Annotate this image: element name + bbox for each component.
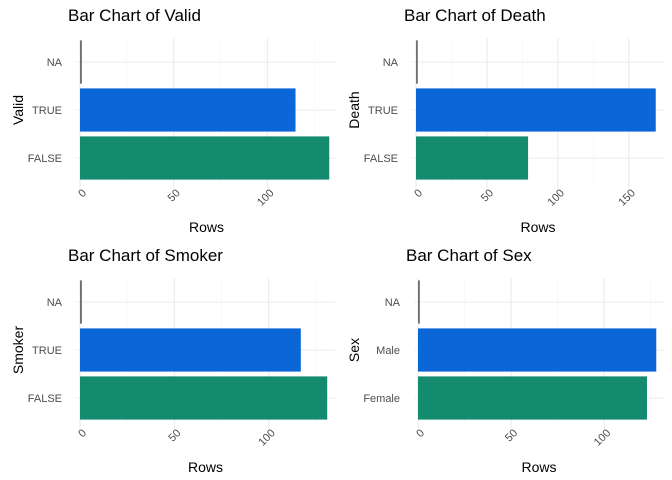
x-tick-label: 50 xyxy=(503,427,520,444)
bar-false xyxy=(416,136,529,180)
y-tick-label: TRUE xyxy=(32,105,62,117)
chart-panel-3: FALSE TRUE NA 0 50 100 Bar Chart of Smoker Rows… xyxy=(10,246,335,475)
bar-na xyxy=(80,40,82,84)
chart-panel-1: FALSE TRUE NA 0 50 100 Bar Chart of Valid Rows V… xyxy=(10,6,337,235)
bar-false xyxy=(80,136,330,180)
y-tick-label: Female xyxy=(363,393,400,405)
bar-true xyxy=(80,328,301,372)
y-axis-title: Sex xyxy=(346,338,362,362)
chart-title: Bar Chart of Sex xyxy=(406,246,532,265)
y-tick-label: Male xyxy=(376,345,400,357)
y-tick-label: NA xyxy=(47,57,63,69)
x-axis-title: Rows xyxy=(521,459,556,475)
chart-panel-2: FALSE TRUE NA 0 50 100 150 Bar Chart of Death Ro… xyxy=(346,6,664,235)
chart-title: Bar Chart of Valid xyxy=(68,6,201,25)
y-tick-label: FALSE xyxy=(28,153,62,165)
x-tick-label: 50 xyxy=(166,187,183,204)
bar-true xyxy=(80,88,296,132)
y-tick-label: NA xyxy=(383,57,399,69)
bar-male xyxy=(418,328,657,372)
y-axis-title: Death xyxy=(346,91,362,128)
y-tick-label: NA xyxy=(47,297,63,309)
bar-na xyxy=(416,40,418,84)
x-tick-label: 50 xyxy=(479,187,496,204)
y-tick-label: TRUE xyxy=(32,345,62,357)
bar-female xyxy=(418,376,647,420)
x-tick-label: 150 xyxy=(616,187,637,208)
x-tick-label: 0 xyxy=(412,187,425,200)
chart-title: Bar Chart of Smoker xyxy=(68,246,223,265)
y-axis-title: Valid xyxy=(10,95,26,125)
x-tick-label: 100 xyxy=(592,427,613,448)
bar-na xyxy=(80,280,82,324)
y-axis-title: Smoker xyxy=(10,326,26,375)
x-axis-title: Rows xyxy=(188,459,223,475)
x-tick-label: 0 xyxy=(76,187,89,200)
y-tick-label: FALSE xyxy=(364,153,398,165)
x-tick-label: 50 xyxy=(166,427,183,444)
chart-panel-4: Female Male NA 0 50 100 Bar Chart of Sex Rows Se… xyxy=(346,246,664,475)
x-tick-label: 100 xyxy=(546,187,567,208)
x-tick-label: 0 xyxy=(414,427,427,440)
bar-na xyxy=(418,280,420,324)
x-axis-title: Rows xyxy=(189,219,224,235)
chart-title: Bar Chart of Death xyxy=(404,6,546,25)
x-tick-label: 100 xyxy=(256,427,277,448)
y-tick-label: FALSE xyxy=(28,393,62,405)
x-axis-title: Rows xyxy=(520,219,555,235)
y-tick-label: TRUE xyxy=(368,105,398,117)
y-tick-label: NA xyxy=(385,297,401,309)
bar-false xyxy=(80,376,328,420)
x-tick-label: 100 xyxy=(255,187,276,208)
x-tick-label: 0 xyxy=(76,427,89,440)
bar-true xyxy=(416,88,656,132)
